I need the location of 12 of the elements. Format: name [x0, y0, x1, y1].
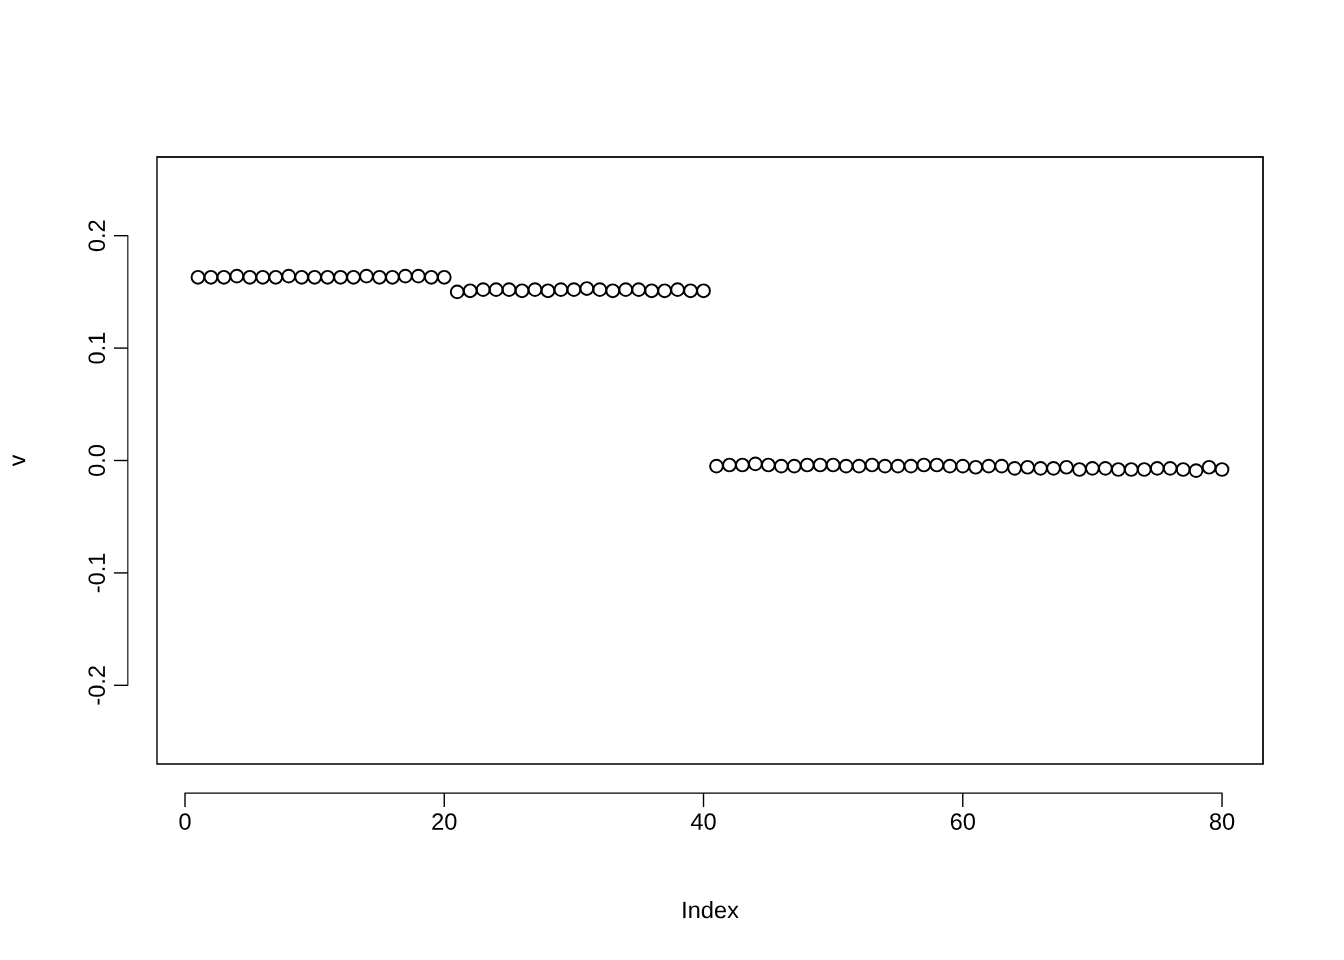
x-tick-label: 60 — [950, 813, 975, 830]
x-tick-label: 80 — [1209, 813, 1235, 830]
y-tick-label: -0.1 — [88, 553, 106, 593]
x-axis-title: Index — [683, 901, 739, 919]
y-tick-label: -0.2 — [88, 666, 106, 705]
y-axis-title: v — [12, 454, 26, 467]
x-tick-label: 20 — [432, 813, 457, 830]
x-tick-label: 0 — [179, 813, 191, 830]
x-tick-label: 40 — [690, 813, 716, 830]
y-tick-label: 0.0 — [88, 445, 106, 476]
y-tick-label: 0.1 — [88, 332, 106, 364]
y-tick-label: 0.2 — [88, 220, 106, 252]
